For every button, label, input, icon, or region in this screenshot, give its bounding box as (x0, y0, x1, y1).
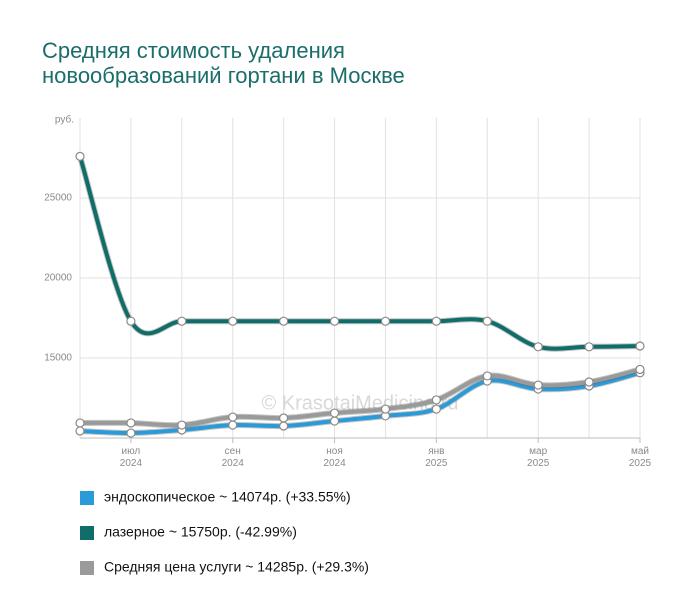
y-tick-label: 20000 (44, 273, 72, 284)
point (126, 418, 136, 428)
point (533, 342, 543, 352)
point (279, 421, 289, 431)
x-tick-label: мар 2025 (527, 446, 550, 469)
point (279, 413, 289, 423)
point (380, 404, 391, 414)
point (482, 371, 492, 381)
legend-swatch (80, 561, 94, 575)
point (75, 151, 85, 161)
point (482, 316, 492, 326)
legend-swatch (80, 526, 94, 540)
point (584, 377, 594, 387)
watermark: © KrasotaiMedicina.ru (261, 392, 458, 414)
x-tick-label: янв 2025 (425, 446, 448, 469)
point (177, 420, 187, 430)
point (431, 404, 441, 414)
point (635, 364, 645, 375)
x-tick-label: ноя 2024 (323, 446, 346, 469)
x-tick-label: сен 2024 (222, 446, 245, 469)
legend-label: Средняя цена услуги ~ 14285р. (+29.3%) (104, 559, 369, 575)
point (126, 428, 136, 438)
chart-title: новообразований гортани в Москве (42, 63, 405, 88)
point (431, 316, 441, 326)
point (75, 426, 85, 436)
point (635, 341, 645, 351)
point (329, 408, 340, 418)
point (228, 412, 238, 422)
point (533, 380, 543, 390)
x-tick-label: июл 2024 (120, 446, 143, 469)
y-tick-label: 15000 (44, 353, 72, 364)
point (126, 316, 136, 326)
point (431, 395, 441, 405)
point (228, 420, 238, 430)
point (329, 316, 340, 326)
y-tick-label: 25000 (44, 193, 72, 204)
legend-label: эндоскопическое ~ 14074р. (+33.55%) (104, 489, 351, 505)
legend-swatch (80, 491, 94, 505)
point (75, 418, 85, 428)
legend-label: лазерное ~ 15750р. (-42.99%) (104, 524, 297, 540)
point (380, 316, 391, 326)
series-line (78, 155, 641, 351)
x-tick-label: май 2025 (629, 446, 652, 469)
y-unit: руб. (55, 114, 74, 126)
chart-title: Средняя стоимость удаления (42, 38, 345, 63)
point (584, 342, 594, 352)
point (177, 316, 187, 326)
point (279, 316, 289, 326)
point (329, 416, 340, 426)
point (228, 316, 238, 326)
